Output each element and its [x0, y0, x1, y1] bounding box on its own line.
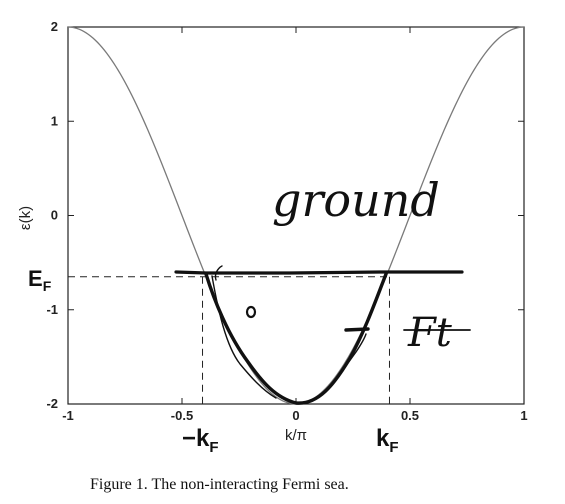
neg-kf-label: −kF — [182, 425, 219, 456]
handwritten-ground: ground — [272, 173, 440, 227]
hand-fermi-sea-stroke-right — [309, 333, 367, 403]
handwritten-annotations: ground Ft — [174, 173, 471, 405]
x-tick-label: 0.5 — [401, 408, 419, 423]
pos-kf-label: kF — [376, 425, 399, 456]
x-tick-label: -1 — [62, 408, 74, 423]
ef-label: EF — [28, 266, 52, 294]
x-tick-label: -0.5 — [171, 408, 193, 423]
hand-fermi-line — [174, 270, 464, 275]
figure-caption: Figure 1. The non-interacting Fermi sea. — [90, 476, 349, 493]
y-tick-label: 2 — [51, 19, 58, 34]
hand-dash — [344, 327, 370, 332]
y-tick-label: 1 — [51, 113, 58, 128]
x-axis-label: k/π — [285, 427, 307, 444]
x-tick-label: 0 — [292, 408, 299, 423]
y-tick-label: 0 — [51, 208, 58, 223]
hand-fermi-sea-stroke — [211, 275, 277, 399]
x-axis: -1 -0.5 0 0.5 1 — [62, 27, 528, 423]
hand-fermi-sea-outline — [204, 272, 388, 405]
hand-tick-left — [214, 265, 223, 281]
y-axis-label: ε(k) — [17, 206, 34, 230]
handwritten-ft: Ft — [407, 310, 453, 356]
y-tick-label: -2 — [46, 396, 58, 411]
x-tick-label: 1 — [520, 408, 527, 423]
y-tick-label: -1 — [46, 302, 58, 317]
hand-dot — [245, 305, 257, 319]
